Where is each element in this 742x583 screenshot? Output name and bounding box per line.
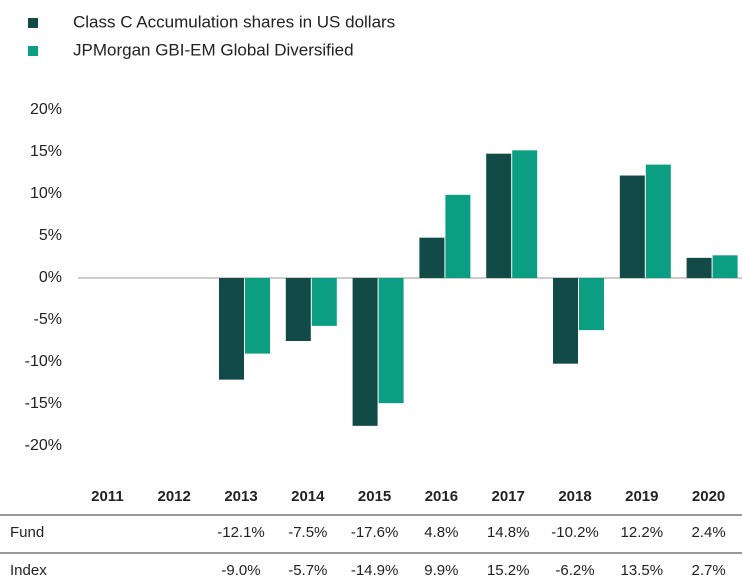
bar bbox=[553, 278, 578, 364]
x-tick-label: 2020 bbox=[692, 488, 725, 505]
table-value: 2.7% bbox=[691, 562, 725, 579]
y-tick-label: 10% bbox=[30, 185, 62, 202]
row-label: Index bbox=[10, 562, 47, 579]
table-value: 9.9% bbox=[424, 562, 458, 579]
x-tick-label: 2011 bbox=[91, 488, 124, 505]
table-value: -6.2% bbox=[555, 562, 594, 579]
table-value: -7.5% bbox=[288, 524, 327, 541]
table-value: 14.8% bbox=[487, 524, 530, 541]
bar bbox=[419, 237, 445, 278]
bar bbox=[285, 278, 311, 341]
y-tick-label: 0% bbox=[39, 269, 62, 286]
bar bbox=[378, 278, 404, 404]
legend-swatch bbox=[28, 46, 38, 56]
table-value: -9.0% bbox=[221, 562, 260, 579]
table-value: 13.5% bbox=[621, 562, 664, 579]
legend-label: Class C Accumulation shares in US dollar… bbox=[73, 12, 395, 31]
table-value: -17.6% bbox=[351, 524, 399, 541]
y-tick-label: 15% bbox=[30, 143, 62, 160]
y-tick-label: -5% bbox=[34, 311, 62, 328]
bar bbox=[245, 278, 270, 354]
y-tick-label: 5% bbox=[39, 227, 62, 244]
bar bbox=[619, 175, 645, 278]
legend-label: JPMorgan GBI-EM Global Diversified bbox=[73, 40, 354, 59]
bar bbox=[311, 278, 337, 326]
y-tick-label: -15% bbox=[25, 395, 62, 412]
table-value: 4.8% bbox=[424, 524, 458, 541]
x-tick-label: 2019 bbox=[625, 488, 658, 505]
x-tick-label: 2013 bbox=[224, 488, 257, 505]
x-tick-label: 2014 bbox=[291, 488, 325, 505]
table-value: -10.2% bbox=[551, 524, 599, 541]
table-value: -14.9% bbox=[351, 562, 399, 579]
bar bbox=[219, 278, 244, 380]
y-tick-label: 20% bbox=[30, 101, 62, 118]
x-tick-label: 2016 bbox=[425, 488, 458, 505]
x-tick-label: 2018 bbox=[558, 488, 591, 505]
table-value: 12.2% bbox=[621, 524, 664, 541]
y-tick-label: -10% bbox=[25, 353, 62, 370]
bar bbox=[352, 278, 378, 426]
row-label: Fund bbox=[10, 524, 44, 541]
bar bbox=[445, 194, 471, 278]
table-value: -12.1% bbox=[217, 524, 265, 541]
x-tick-label: 2012 bbox=[158, 488, 191, 505]
table-value: -5.7% bbox=[288, 562, 327, 579]
bar bbox=[712, 255, 738, 278]
bar bbox=[579, 278, 604, 331]
table-value: 2.4% bbox=[691, 524, 725, 541]
bar bbox=[486, 153, 512, 278]
legend-swatch bbox=[28, 18, 38, 28]
x-tick-label: 2017 bbox=[492, 488, 525, 505]
x-tick-label: 2015 bbox=[358, 488, 391, 505]
bar bbox=[686, 257, 712, 278]
table-value: 15.2% bbox=[487, 562, 530, 579]
bar bbox=[512, 150, 538, 278]
bar bbox=[645, 164, 671, 278]
y-tick-label: -20% bbox=[25, 437, 62, 454]
